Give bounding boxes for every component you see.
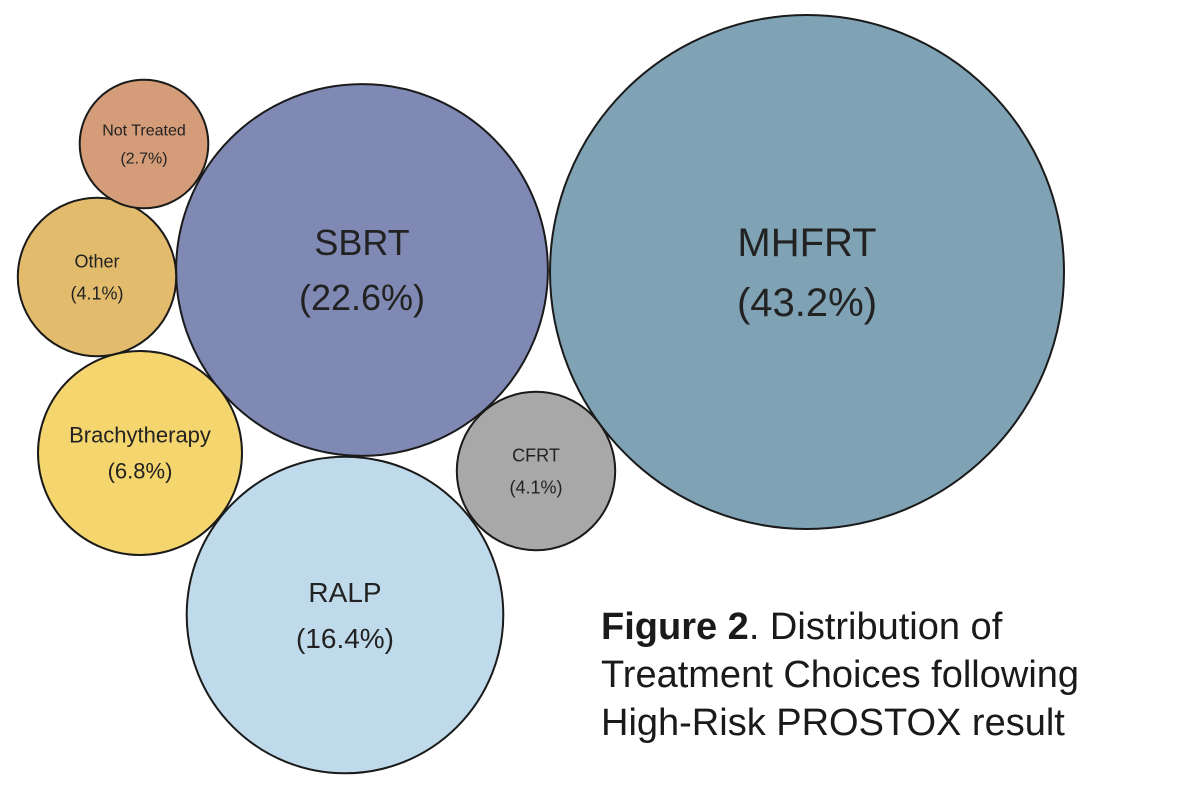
bubble-value-sbrt: (22.6%) [299,277,425,318]
bubble-not-treated [78,78,210,210]
bubble-label-cfrt: CFRT [512,445,560,465]
bubble-value-other: (4.1%) [70,283,123,303]
bubble-label-sbrt: SBRT [314,222,409,263]
bubble-label-mhfrt: MHFRT [737,221,876,265]
bubble-value-not-treated: (2.7%) [120,151,167,168]
bubble-label-ralp: RALP [308,577,381,608]
bubble-label-not-treated: Not Treated [102,123,186,140]
bubble-cfrt [455,390,617,552]
bubble-other [16,196,178,358]
bubble-label-other: Other [74,251,119,271]
caption-line-1: Figure 2. Distribution of [601,603,1181,651]
bubble-ralp [185,455,505,775]
caption-figure-label: Figure 2 [601,606,749,648]
caption-text-1: . Distribution of [748,606,1003,648]
bubble-label-brachytherapy: Brachytherapy [69,423,211,448]
bubble-brachytherapy [37,350,243,556]
bubble-value-mhfrt: (43.2%) [737,281,877,325]
bubble-value-cfrt: (4.1%) [509,477,562,497]
bubble-value-ralp: (16.4%) [296,623,394,654]
caption-line-3: High-Risk PROSTOX result [601,702,1065,744]
caption-line-2: Treatment Choices following [601,654,1080,696]
bubble-sbrt [175,83,549,457]
bubble-value-brachytherapy: (6.8%) [108,459,173,484]
bubble-mhfrt [549,14,1065,530]
figure-caption: Figure 2. Distribution of Treatment Choi… [601,603,1181,747]
